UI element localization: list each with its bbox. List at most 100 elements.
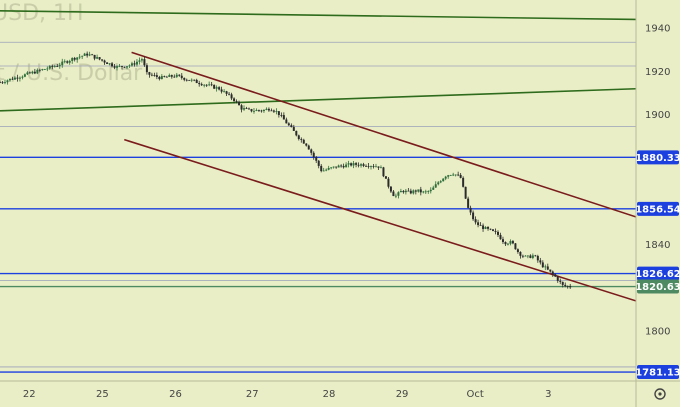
candle-body — [479, 225, 482, 226]
candle-body — [243, 108, 246, 110]
candle-body — [175, 74, 178, 77]
trend-line-1[interactable] — [0, 87, 637, 112]
price-tick-5: 1900 — [645, 110, 670, 121]
trend-line-0[interactable] — [0, 10, 637, 21]
candle-body — [225, 91, 228, 94]
candle-body — [170, 75, 173, 77]
watermark-symbol: USD, 1H — [0, 1, 84, 26]
price-badge-label-2: 1826.62 — [635, 269, 680, 280]
candle-body — [482, 225, 485, 229]
candle-body — [230, 94, 233, 99]
candle-body — [165, 76, 168, 78]
candle-body — [257, 110, 260, 111]
candle-body — [145, 65, 148, 73]
candle-body — [330, 167, 333, 169]
candle-body — [452, 174, 455, 176]
candle-body — [265, 108, 268, 110]
candle-body — [83, 53, 86, 56]
time-tick-7: 3 — [545, 389, 551, 400]
candle-body — [370, 166, 373, 168]
candle-body — [58, 65, 61, 67]
candle-body — [63, 61, 66, 63]
candle-body — [546, 266, 549, 270]
candle-body — [365, 165, 368, 167]
candle-body — [125, 66, 128, 68]
candle-body — [305, 143, 308, 146]
candle-body — [325, 169, 328, 171]
candle-body — [442, 178, 445, 182]
candle-body — [223, 91, 226, 93]
candle-body — [549, 269, 552, 272]
candle-body — [88, 54, 91, 56]
candle-body — [524, 255, 527, 257]
candle-body — [138, 60, 141, 62]
candle-body — [464, 186, 467, 199]
candle-body — [46, 68, 49, 70]
candle-body — [133, 63, 136, 65]
candle-body — [160, 76, 163, 80]
candle-body — [96, 57, 99, 59]
candle-body — [362, 164, 365, 166]
candle-body — [140, 59, 143, 61]
candle-body — [407, 190, 410, 192]
candle-body — [484, 226, 487, 229]
candle-body — [514, 243, 517, 250]
candle-body — [208, 84, 211, 86]
candle-body — [554, 274, 557, 277]
candle-body — [111, 63, 114, 67]
candle-body — [218, 87, 221, 90]
gear-icon[interactable] — [654, 388, 666, 400]
candle-body — [245, 108, 248, 109]
candle-body — [270, 110, 273, 112]
candle-body — [417, 189, 420, 192]
candle-body — [123, 66, 126, 68]
candle-body — [155, 75, 158, 77]
candle-body — [38, 69, 41, 71]
gear-icon-center — [658, 392, 662, 396]
candle-body — [307, 145, 310, 150]
price-badge-0 — [637, 150, 679, 165]
candle-body — [419, 189, 422, 193]
candle-body — [23, 74, 26, 77]
candle-body — [447, 175, 450, 177]
candle-body — [247, 108, 250, 110]
candle-body — [280, 115, 283, 116]
candle-body — [290, 125, 293, 128]
candle-body — [143, 59, 146, 66]
candle-body — [6, 80, 9, 83]
candle-body — [454, 174, 457, 176]
candle-body — [556, 276, 559, 281]
candle-body — [566, 286, 569, 287]
trend-line-2[interactable] — [131, 51, 637, 218]
candle-body — [158, 76, 161, 80]
candle-body — [392, 191, 395, 197]
candle-body — [98, 57, 101, 60]
candle-body — [347, 163, 350, 165]
candle-body — [235, 101, 238, 102]
price-tick-2: 1840 — [645, 240, 670, 251]
trend-line-3[interactable] — [124, 138, 637, 302]
candle-body — [496, 231, 499, 235]
candle-body — [474, 219, 477, 223]
candle-body — [200, 84, 203, 86]
candle-body — [68, 60, 71, 63]
candle-body — [210, 84, 213, 86]
candle-body — [73, 58, 76, 60]
candle-body — [487, 226, 490, 229]
candle-body — [260, 110, 263, 112]
candle-body — [252, 110, 255, 112]
time-tick-2: 26 — [169, 389, 182, 400]
candle-body — [379, 167, 382, 169]
candle-body — [449, 175, 452, 176]
time-tick-5: 29 — [396, 389, 409, 400]
candle-body — [53, 66, 56, 68]
candle-body — [300, 138, 303, 140]
candle-body — [113, 66, 116, 68]
settings-button[interactable] — [654, 388, 666, 400]
candle-body — [424, 191, 427, 193]
candle-body — [335, 166, 338, 168]
candle-body — [178, 74, 181, 76]
candle-body — [61, 61, 64, 66]
price-axis: 1800 1840 1900 1920 1940 — [645, 24, 670, 338]
